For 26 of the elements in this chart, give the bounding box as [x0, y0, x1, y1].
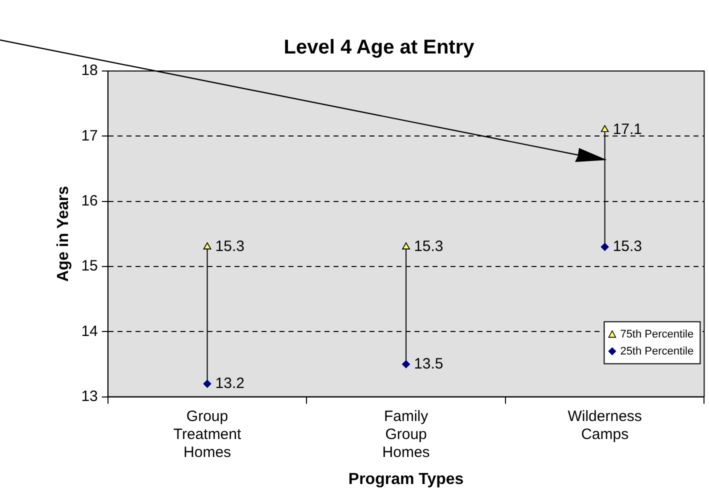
y-tick-label: 15 [81, 258, 98, 275]
x-axis-title: Program Types [348, 470, 464, 488]
y-tick-label: 17 [81, 127, 98, 144]
point [203, 242, 212, 250]
data-label: 13.2 [215, 374, 244, 392]
point [203, 380, 212, 388]
y-axis-title: Age in Years [55, 186, 72, 282]
data-label: 15.3 [215, 238, 244, 256]
data-label: 13.5 [414, 355, 444, 372]
point [600, 243, 609, 251]
data-label: 17.1 [612, 120, 642, 138]
legend-label: 75th Percentile [620, 328, 694, 340]
y-tick-label: 16 [81, 192, 98, 210]
x-tick-label: Wilderness Camps [568, 408, 642, 443]
chart-title: Level 4 Age at Entry [284, 36, 476, 59]
point [600, 125, 609, 132]
point [402, 242, 410, 250]
y-tick-label: 18 [81, 62, 98, 80]
y-tick-label: 14 [81, 322, 98, 340]
data-label: 15.3 [414, 238, 444, 256]
x-tick-label: Group Treatment Homes [173, 408, 242, 461]
data-label: 15.3 [612, 238, 642, 256]
legend-label: 25th Percentile [620, 345, 694, 358]
y-tick-label: 13 [81, 388, 98, 405]
x-tick-label: Family Group Homes [382, 408, 430, 461]
point [402, 360, 410, 368]
